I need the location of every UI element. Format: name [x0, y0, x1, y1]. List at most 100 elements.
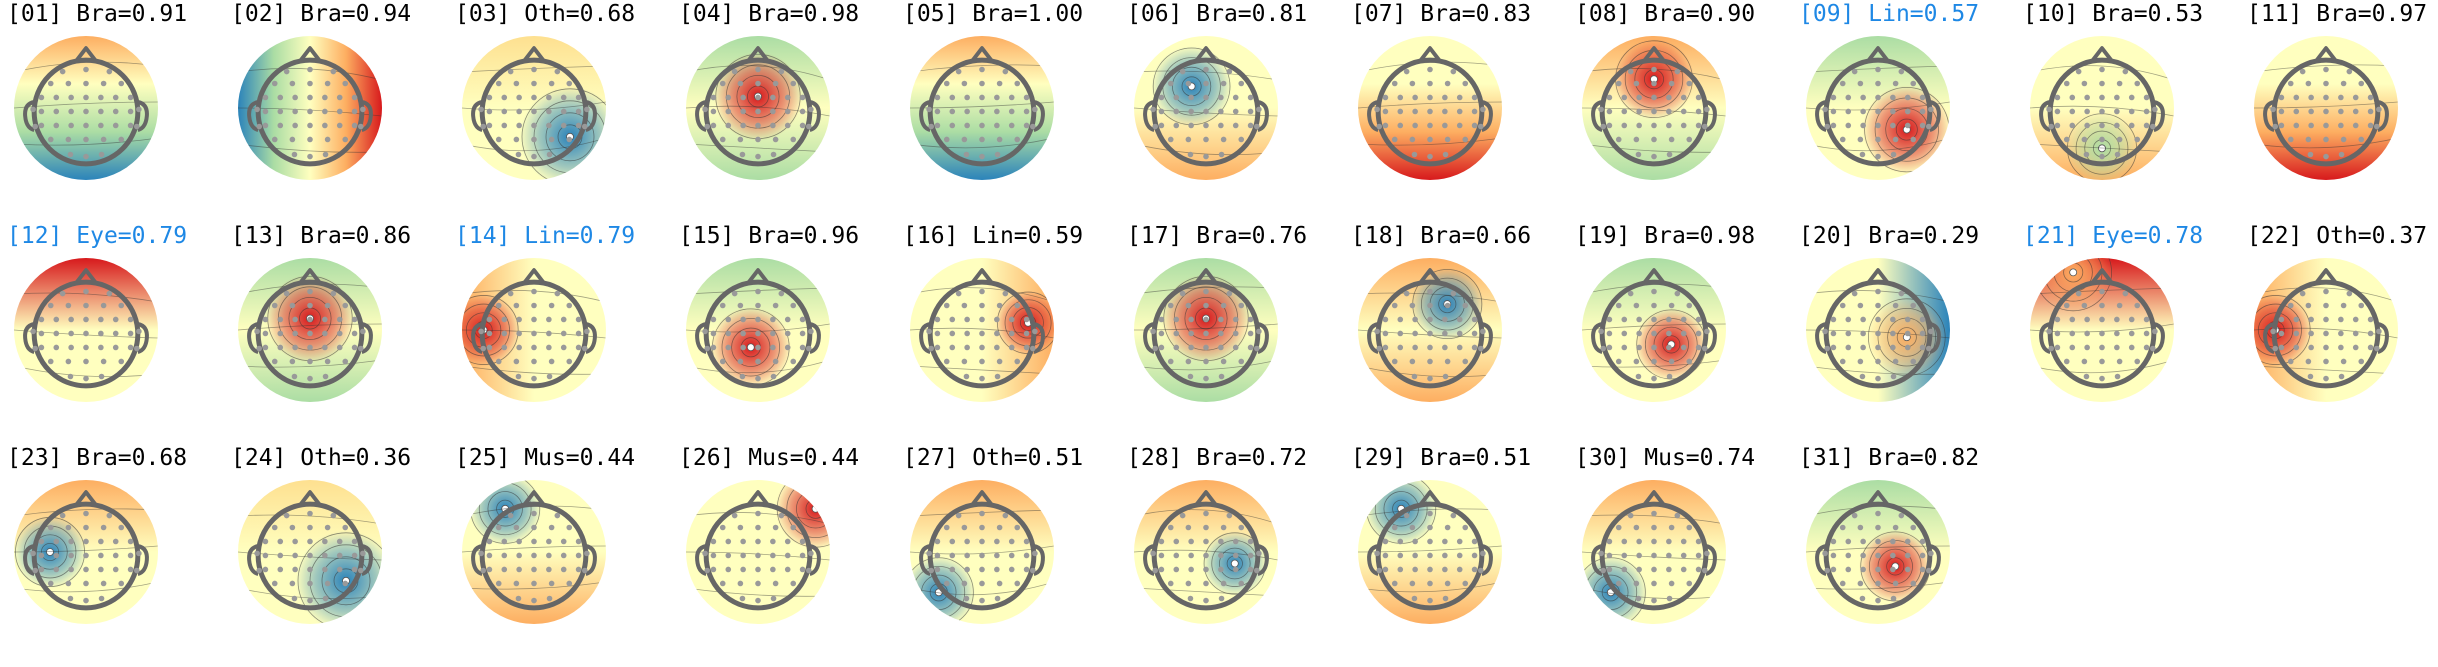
electrode-dot	[307, 597, 313, 604]
electrode-dot	[994, 330, 1000, 337]
electrode-dot	[755, 316, 761, 323]
electrode-dot	[59, 290, 66, 297]
electrode-dot	[2099, 80, 2105, 87]
electrode-dot	[943, 80, 950, 87]
nose-icon	[2314, 46, 2338, 63]
electrode-dot	[358, 567, 364, 574]
contour-line	[2254, 365, 2398, 375]
contour-line	[1134, 549, 1278, 561]
electrode-dot	[2152, 106, 2158, 113]
electrode-dot	[996, 358, 1003, 365]
electrode-dot	[1857, 524, 1864, 531]
electrode-dot	[719, 80, 726, 87]
electrode-dot	[2069, 122, 2076, 129]
electrode-dot	[47, 358, 54, 365]
electrode-dot	[575, 122, 582, 129]
electrode-dot	[1875, 302, 1881, 309]
left-ear-icon	[1815, 100, 1827, 132]
electrode-dot	[495, 580, 502, 587]
electrode-dot	[358, 345, 364, 352]
component-id: [22]	[2247, 223, 2303, 249]
electrode-dot	[277, 566, 284, 573]
electrode-dot	[737, 524, 744, 531]
electrode-dot	[98, 122, 104, 129]
electrode-dot	[98, 344, 104, 351]
right-ear-icon	[1705, 544, 1717, 576]
component-id: [03]	[455, 1, 511, 27]
electrode-dot	[740, 122, 746, 129]
electrode-dot	[1203, 375, 1209, 382]
electrode-dot	[2128, 108, 2135, 115]
contour-line	[1184, 296, 1228, 341]
electrode-dot	[2054, 122, 2061, 129]
component-class: Lin	[524, 223, 566, 249]
electrode-dot	[1875, 510, 1881, 517]
electrode-dot	[1382, 94, 1389, 101]
electrode-dot	[1686, 524, 1693, 531]
electrode-dot	[53, 344, 60, 351]
electrode-dot	[307, 108, 313, 115]
electrode-dot	[118, 358, 125, 365]
component-score: 0.68	[131, 445, 188, 471]
electrode-dot	[1158, 566, 1165, 573]
electrode-dot	[1023, 122, 1030, 129]
electrode-dot	[262, 344, 269, 351]
electrode-dot	[271, 358, 278, 365]
electrode-dot	[1456, 344, 1463, 351]
electrode-dot	[943, 580, 950, 587]
electrode-dot	[1232, 330, 1239, 337]
electrode-dot	[799, 344, 806, 351]
electrode-dot	[1427, 94, 1433, 101]
electrode-dot	[1002, 512, 1009, 519]
electrode-dot	[740, 566, 746, 573]
electrode-dot	[1890, 330, 1896, 337]
electrode-dot	[307, 552, 313, 559]
electrode-dot	[575, 316, 582, 323]
electrode-dot	[65, 80, 72, 87]
electrode-dot	[790, 524, 797, 531]
electrode-dot	[755, 153, 761, 160]
component-label: [09] Lin=0.57	[1799, 1, 1980, 27]
peak-marker	[46, 548, 54, 556]
electrode-dot	[1860, 538, 1866, 545]
electrode-dot	[324, 302, 331, 309]
electrode-dot	[262, 566, 269, 573]
electrode-dot	[1232, 94, 1239, 101]
electrode-dot	[2270, 328, 2276, 335]
electrode-dot	[994, 538, 1000, 545]
electrode-dot	[68, 330, 74, 337]
right-ear-icon	[137, 322, 149, 354]
nose-icon	[746, 268, 770, 285]
electrode-dot	[755, 80, 761, 87]
electrode-dot	[1839, 136, 1846, 143]
electrode-dot	[292, 552, 298, 559]
electrode-dot	[1456, 94, 1463, 101]
electrode-dot	[118, 524, 125, 531]
contour-line	[1134, 509, 1278, 525]
electrode-dot	[531, 358, 537, 365]
electrode-dot	[307, 510, 313, 517]
component-label: [27] Oth=0.51	[903, 445, 1084, 471]
electrode-dot	[755, 302, 761, 309]
nose-icon	[1866, 268, 1890, 285]
electrode-dot	[2150, 345, 2156, 352]
contour-line	[731, 327, 771, 367]
electrode-dot	[2278, 316, 2285, 323]
electrode-dot	[1680, 122, 1687, 129]
electrode-dot	[755, 538, 761, 545]
electrode-dot	[755, 566, 761, 573]
electrode-dot	[1904, 538, 1911, 545]
electrode-dot	[1860, 122, 1866, 129]
electrode-dot	[324, 358, 331, 365]
electrode-dot	[1926, 123, 1932, 130]
electrode-dot	[1606, 344, 1613, 351]
electrode-dot	[1238, 524, 1245, 531]
electrode-dot	[83, 597, 89, 604]
electrode-dot	[1232, 122, 1239, 129]
electrode-dot	[755, 597, 761, 604]
contour-line	[1171, 66, 1212, 107]
right-ear-icon	[1705, 100, 1717, 132]
electrode-dot	[2307, 373, 2314, 380]
electrode-dot	[1188, 566, 1194, 573]
electrode-dot	[98, 538, 104, 545]
